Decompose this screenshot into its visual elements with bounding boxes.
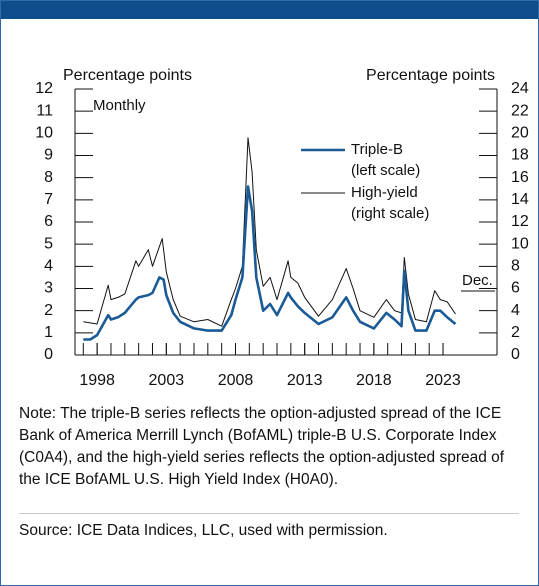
- x-tick-label: 2003: [149, 372, 185, 389]
- legend-label: Triple-B: [351, 141, 403, 158]
- chart: Percentage points Percentage points Mont…: [35, 67, 529, 389]
- series-line: [83, 185, 457, 341]
- y-tick-label: 9: [44, 147, 53, 164]
- y-tick-label: 0: [44, 346, 53, 363]
- y2-tick-label: 6: [511, 280, 520, 297]
- y2-tick-label: 2: [511, 324, 520, 341]
- y2-tick-label: 8: [511, 258, 520, 275]
- right-axis-label: Percentage points: [366, 67, 495, 84]
- y2-tick-label: 22: [511, 102, 529, 119]
- y2-tick-label: 12: [511, 213, 529, 230]
- legend-note: (left scale): [351, 162, 420, 179]
- y-tick-label: 12: [35, 80, 53, 97]
- y2-tick-label: 24: [511, 80, 529, 97]
- header-band: [1, 1, 538, 19]
- annotation: Monthly: [93, 97, 146, 114]
- y2-tick-label: 20: [511, 125, 529, 142]
- x-tick-label: 2023: [425, 372, 461, 389]
- y2-tick-label: 10: [511, 235, 529, 252]
- y-tick-label: 2: [44, 302, 53, 319]
- y2-tick-label: 14: [511, 191, 529, 208]
- y-tick-label: 1: [44, 324, 53, 341]
- legend-label: High-yield: [351, 184, 418, 201]
- divider: [19, 513, 519, 514]
- x-tick-label: 1998: [79, 372, 115, 389]
- left-axis-label: Percentage points: [63, 67, 192, 84]
- y2-tick-label: 4: [511, 302, 520, 319]
- y-tick-label: 6: [44, 213, 53, 230]
- x-tick-label: 2008: [218, 372, 254, 389]
- y2-tick-label: 0: [511, 346, 520, 363]
- y-tick-label: 5: [44, 235, 53, 252]
- y-tick-label: 4: [44, 258, 53, 275]
- y-tick-label: 7: [44, 191, 53, 208]
- y-tick-label: 3: [44, 280, 53, 297]
- annotation: Dec.: [462, 272, 493, 289]
- source: Source: ICE Data Indices, LLC, used with…: [19, 522, 388, 539]
- y-tick-label: 8: [44, 169, 53, 186]
- x-tick-label: 2018: [356, 372, 392, 389]
- legend-note: (right scale): [351, 205, 429, 222]
- note: Note: The triple-B series reflects the o…: [19, 405, 505, 488]
- x-tick-label: 2013: [287, 372, 323, 389]
- y2-tick-label: 16: [511, 169, 529, 186]
- y2-tick-label: 18: [511, 147, 529, 164]
- y-tick-label: 10: [35, 125, 53, 142]
- y-tick-label: 11: [36, 102, 53, 119]
